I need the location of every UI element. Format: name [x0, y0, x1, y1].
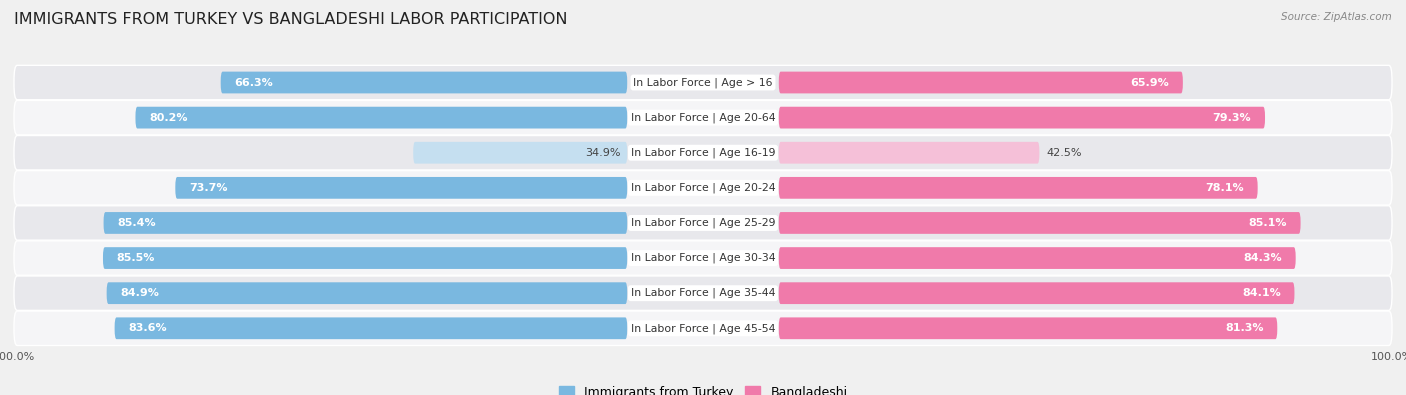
- Text: 65.9%: 65.9%: [1130, 77, 1168, 88]
- FancyBboxPatch shape: [779, 71, 1182, 93]
- FancyBboxPatch shape: [14, 171, 1392, 205]
- FancyBboxPatch shape: [14, 276, 1392, 310]
- FancyBboxPatch shape: [14, 100, 1392, 135]
- FancyBboxPatch shape: [14, 241, 1392, 275]
- FancyBboxPatch shape: [107, 282, 627, 304]
- FancyBboxPatch shape: [779, 142, 1039, 164]
- Text: In Labor Force | Age 25-29: In Labor Force | Age 25-29: [631, 218, 775, 228]
- Text: Source: ZipAtlas.com: Source: ZipAtlas.com: [1281, 12, 1392, 22]
- Text: 78.1%: 78.1%: [1205, 183, 1244, 193]
- Text: In Labor Force | Age 35-44: In Labor Force | Age 35-44: [631, 288, 775, 299]
- FancyBboxPatch shape: [14, 206, 1392, 240]
- Text: IMMIGRANTS FROM TURKEY VS BANGLADESHI LABOR PARTICIPATION: IMMIGRANTS FROM TURKEY VS BANGLADESHI LA…: [14, 12, 568, 27]
- Text: 83.6%: 83.6%: [128, 323, 167, 333]
- Text: 73.7%: 73.7%: [188, 183, 228, 193]
- FancyBboxPatch shape: [779, 177, 1257, 199]
- Text: 34.9%: 34.9%: [585, 148, 620, 158]
- Text: 42.5%: 42.5%: [1046, 148, 1081, 158]
- Text: 84.9%: 84.9%: [121, 288, 159, 298]
- Text: 85.5%: 85.5%: [117, 253, 155, 263]
- Text: 84.3%: 84.3%: [1243, 253, 1282, 263]
- Text: In Labor Force | Age 30-34: In Labor Force | Age 30-34: [631, 253, 775, 263]
- FancyBboxPatch shape: [115, 318, 627, 339]
- FancyBboxPatch shape: [14, 311, 1392, 346]
- FancyBboxPatch shape: [779, 107, 1265, 128]
- Text: 81.3%: 81.3%: [1225, 323, 1264, 333]
- Text: In Labor Force | Age 20-64: In Labor Force | Age 20-64: [631, 112, 775, 123]
- FancyBboxPatch shape: [779, 282, 1295, 304]
- FancyBboxPatch shape: [779, 318, 1277, 339]
- FancyBboxPatch shape: [221, 71, 627, 93]
- FancyBboxPatch shape: [103, 247, 627, 269]
- FancyBboxPatch shape: [779, 212, 1301, 234]
- Text: In Labor Force | Age 16-19: In Labor Force | Age 16-19: [631, 147, 775, 158]
- Text: 80.2%: 80.2%: [149, 113, 188, 122]
- Text: 85.4%: 85.4%: [117, 218, 156, 228]
- FancyBboxPatch shape: [176, 177, 627, 199]
- Text: In Labor Force | Age > 16: In Labor Force | Age > 16: [633, 77, 773, 88]
- Text: 66.3%: 66.3%: [235, 77, 273, 88]
- FancyBboxPatch shape: [14, 65, 1392, 100]
- Text: In Labor Force | Age 20-24: In Labor Force | Age 20-24: [631, 182, 775, 193]
- Text: 79.3%: 79.3%: [1212, 113, 1251, 122]
- Text: In Labor Force | Age 45-54: In Labor Force | Age 45-54: [631, 323, 775, 333]
- Legend: Immigrants from Turkey, Bangladeshi: Immigrants from Turkey, Bangladeshi: [554, 381, 852, 395]
- FancyBboxPatch shape: [104, 212, 627, 234]
- FancyBboxPatch shape: [779, 247, 1296, 269]
- Text: 84.1%: 84.1%: [1241, 288, 1281, 298]
- FancyBboxPatch shape: [135, 107, 627, 128]
- FancyBboxPatch shape: [14, 135, 1392, 170]
- FancyBboxPatch shape: [413, 142, 627, 164]
- Text: 85.1%: 85.1%: [1249, 218, 1286, 228]
